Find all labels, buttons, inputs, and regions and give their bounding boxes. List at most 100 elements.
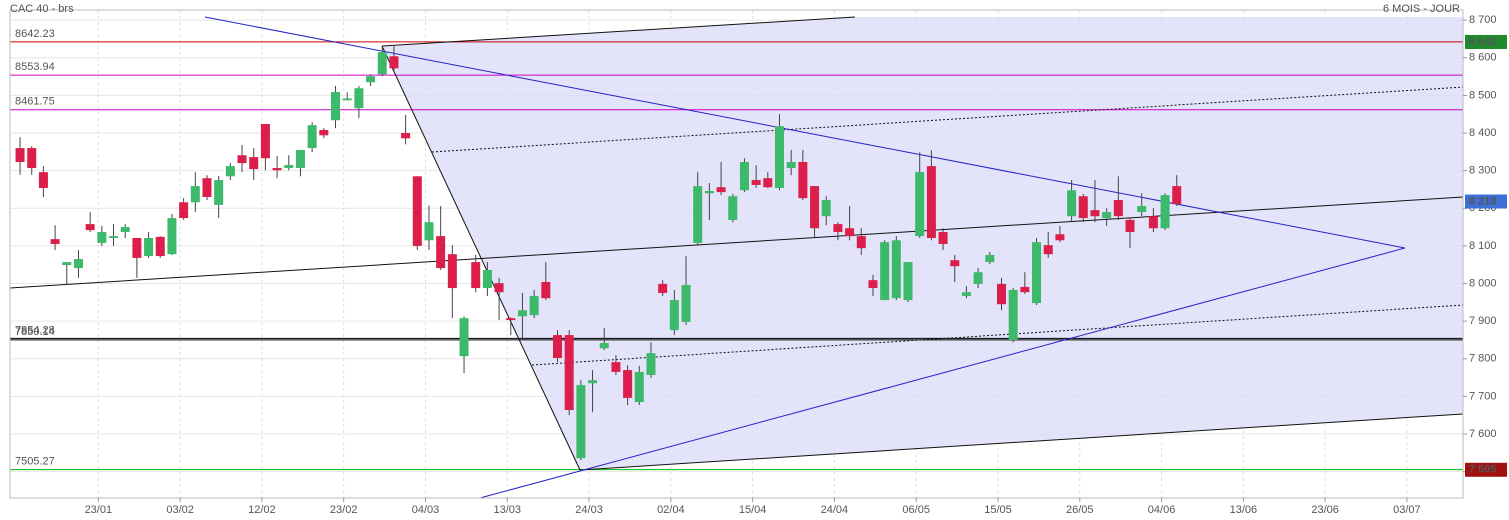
y-tick-label: 7 900	[1469, 315, 1497, 327]
candle-body	[856, 236, 866, 249]
candle-body	[389, 56, 399, 69]
candles	[15, 46, 1182, 460]
y-tick-label: 8 500	[1469, 89, 1497, 101]
candle-body	[926, 166, 936, 239]
candle-body	[693, 186, 703, 243]
x-tick-label: 13/06	[1230, 504, 1258, 516]
candle-body	[144, 238, 154, 257]
candle-body	[751, 180, 761, 185]
level-label: 8461.75	[15, 96, 55, 108]
candle-body	[833, 224, 843, 232]
candle-body	[1160, 195, 1170, 229]
x-tick-label: 03/07	[1393, 504, 1421, 516]
candle-body	[377, 52, 387, 75]
candle-body	[938, 231, 948, 245]
candle-body	[424, 222, 434, 241]
candle-body	[62, 262, 72, 266]
candle-body	[634, 371, 644, 403]
candle-body	[1043, 245, 1053, 255]
candle-body	[868, 280, 878, 289]
level-label: 7850.14	[15, 326, 55, 338]
candle-body	[763, 178, 773, 188]
x-tick-label: 23/01	[85, 504, 113, 516]
drawings	[9, 16, 1464, 499]
x-tick-label: 06/05	[902, 504, 930, 516]
x-tick-label: 26/05	[1066, 504, 1094, 516]
candle-body	[27, 148, 37, 169]
x-tick-label: 15/05	[984, 504, 1012, 516]
candle-body	[412, 176, 422, 246]
candle-body	[541, 282, 551, 299]
price-tag	[1465, 34, 1507, 49]
blue-line	[479, 247, 1406, 499]
candle-body	[1020, 286, 1030, 293]
candle-body	[1078, 196, 1088, 219]
x-tick-label: 13/03	[493, 504, 521, 516]
level-label: 7505.27	[15, 456, 55, 468]
candle-body	[190, 186, 200, 203]
x-tick-label: 04/03	[412, 504, 440, 516]
candle-body	[786, 162, 796, 169]
plot-frame	[9, 9, 1464, 499]
candle-body	[260, 124, 270, 159]
candle-body	[576, 385, 586, 459]
candle-body	[401, 133, 411, 139]
price-tag	[1465, 194, 1507, 209]
candle-body	[646, 353, 656, 375]
candle-body	[774, 126, 784, 188]
x-tick-label: 04/06	[1148, 504, 1176, 516]
candle-body	[436, 236, 446, 269]
y-tick-label: 8 600	[1469, 52, 1497, 64]
candle-body	[961, 292, 971, 296]
y-tick-label: 8 100	[1469, 240, 1497, 252]
candle-body	[494, 283, 504, 293]
candle-body	[1113, 200, 1123, 217]
candle-body	[155, 236, 165, 257]
y-tick-label: 8 700	[1469, 14, 1497, 26]
candle-body	[459, 318, 469, 357]
candle-body	[1055, 234, 1065, 241]
trend-line	[579, 413, 1464, 471]
candle-body	[739, 162, 749, 191]
candle-body	[985, 254, 995, 263]
candle-body	[272, 168, 282, 171]
candle-body	[482, 269, 492, 289]
candle-body	[599, 342, 609, 349]
candle-body	[214, 180, 224, 205]
x-tick-label: 02/04	[657, 504, 685, 516]
candle-body	[284, 165, 294, 169]
candle-body	[167, 218, 177, 255]
candle-body	[202, 178, 212, 197]
x-tick-label: 12/02	[248, 504, 276, 516]
candle-body	[50, 239, 60, 245]
candle-body	[973, 272, 983, 284]
candle-body	[1148, 216, 1158, 229]
candle-body	[15, 148, 25, 163]
candle-body	[880, 242, 890, 301]
candle-body	[73, 259, 83, 269]
candle-body	[471, 262, 481, 289]
chart-title: CAC 40 - brs	[10, 3, 74, 15]
trend-line	[381, 16, 856, 47]
candle-body	[728, 196, 738, 220]
candle-body	[1090, 210, 1100, 217]
candle-body	[1008, 289, 1018, 340]
candle-body	[891, 240, 901, 299]
price-tag	[1465, 462, 1507, 477]
candle-body	[950, 260, 960, 267]
candle-body	[109, 236, 119, 239]
candle-body	[354, 88, 364, 109]
candle-body	[295, 149, 305, 169]
candle-body	[669, 300, 679, 331]
x-tick-label: 23/06	[1311, 504, 1339, 516]
candle-body	[681, 285, 691, 322]
candle-body	[447, 254, 457, 289]
level-label: 8642.23	[15, 28, 55, 40]
y-tick-label: 7 600	[1469, 428, 1497, 440]
y-tick-label: 8 000	[1469, 277, 1497, 289]
candle-body	[553, 335, 563, 359]
candle-body	[85, 224, 95, 231]
candle-body	[658, 283, 668, 293]
